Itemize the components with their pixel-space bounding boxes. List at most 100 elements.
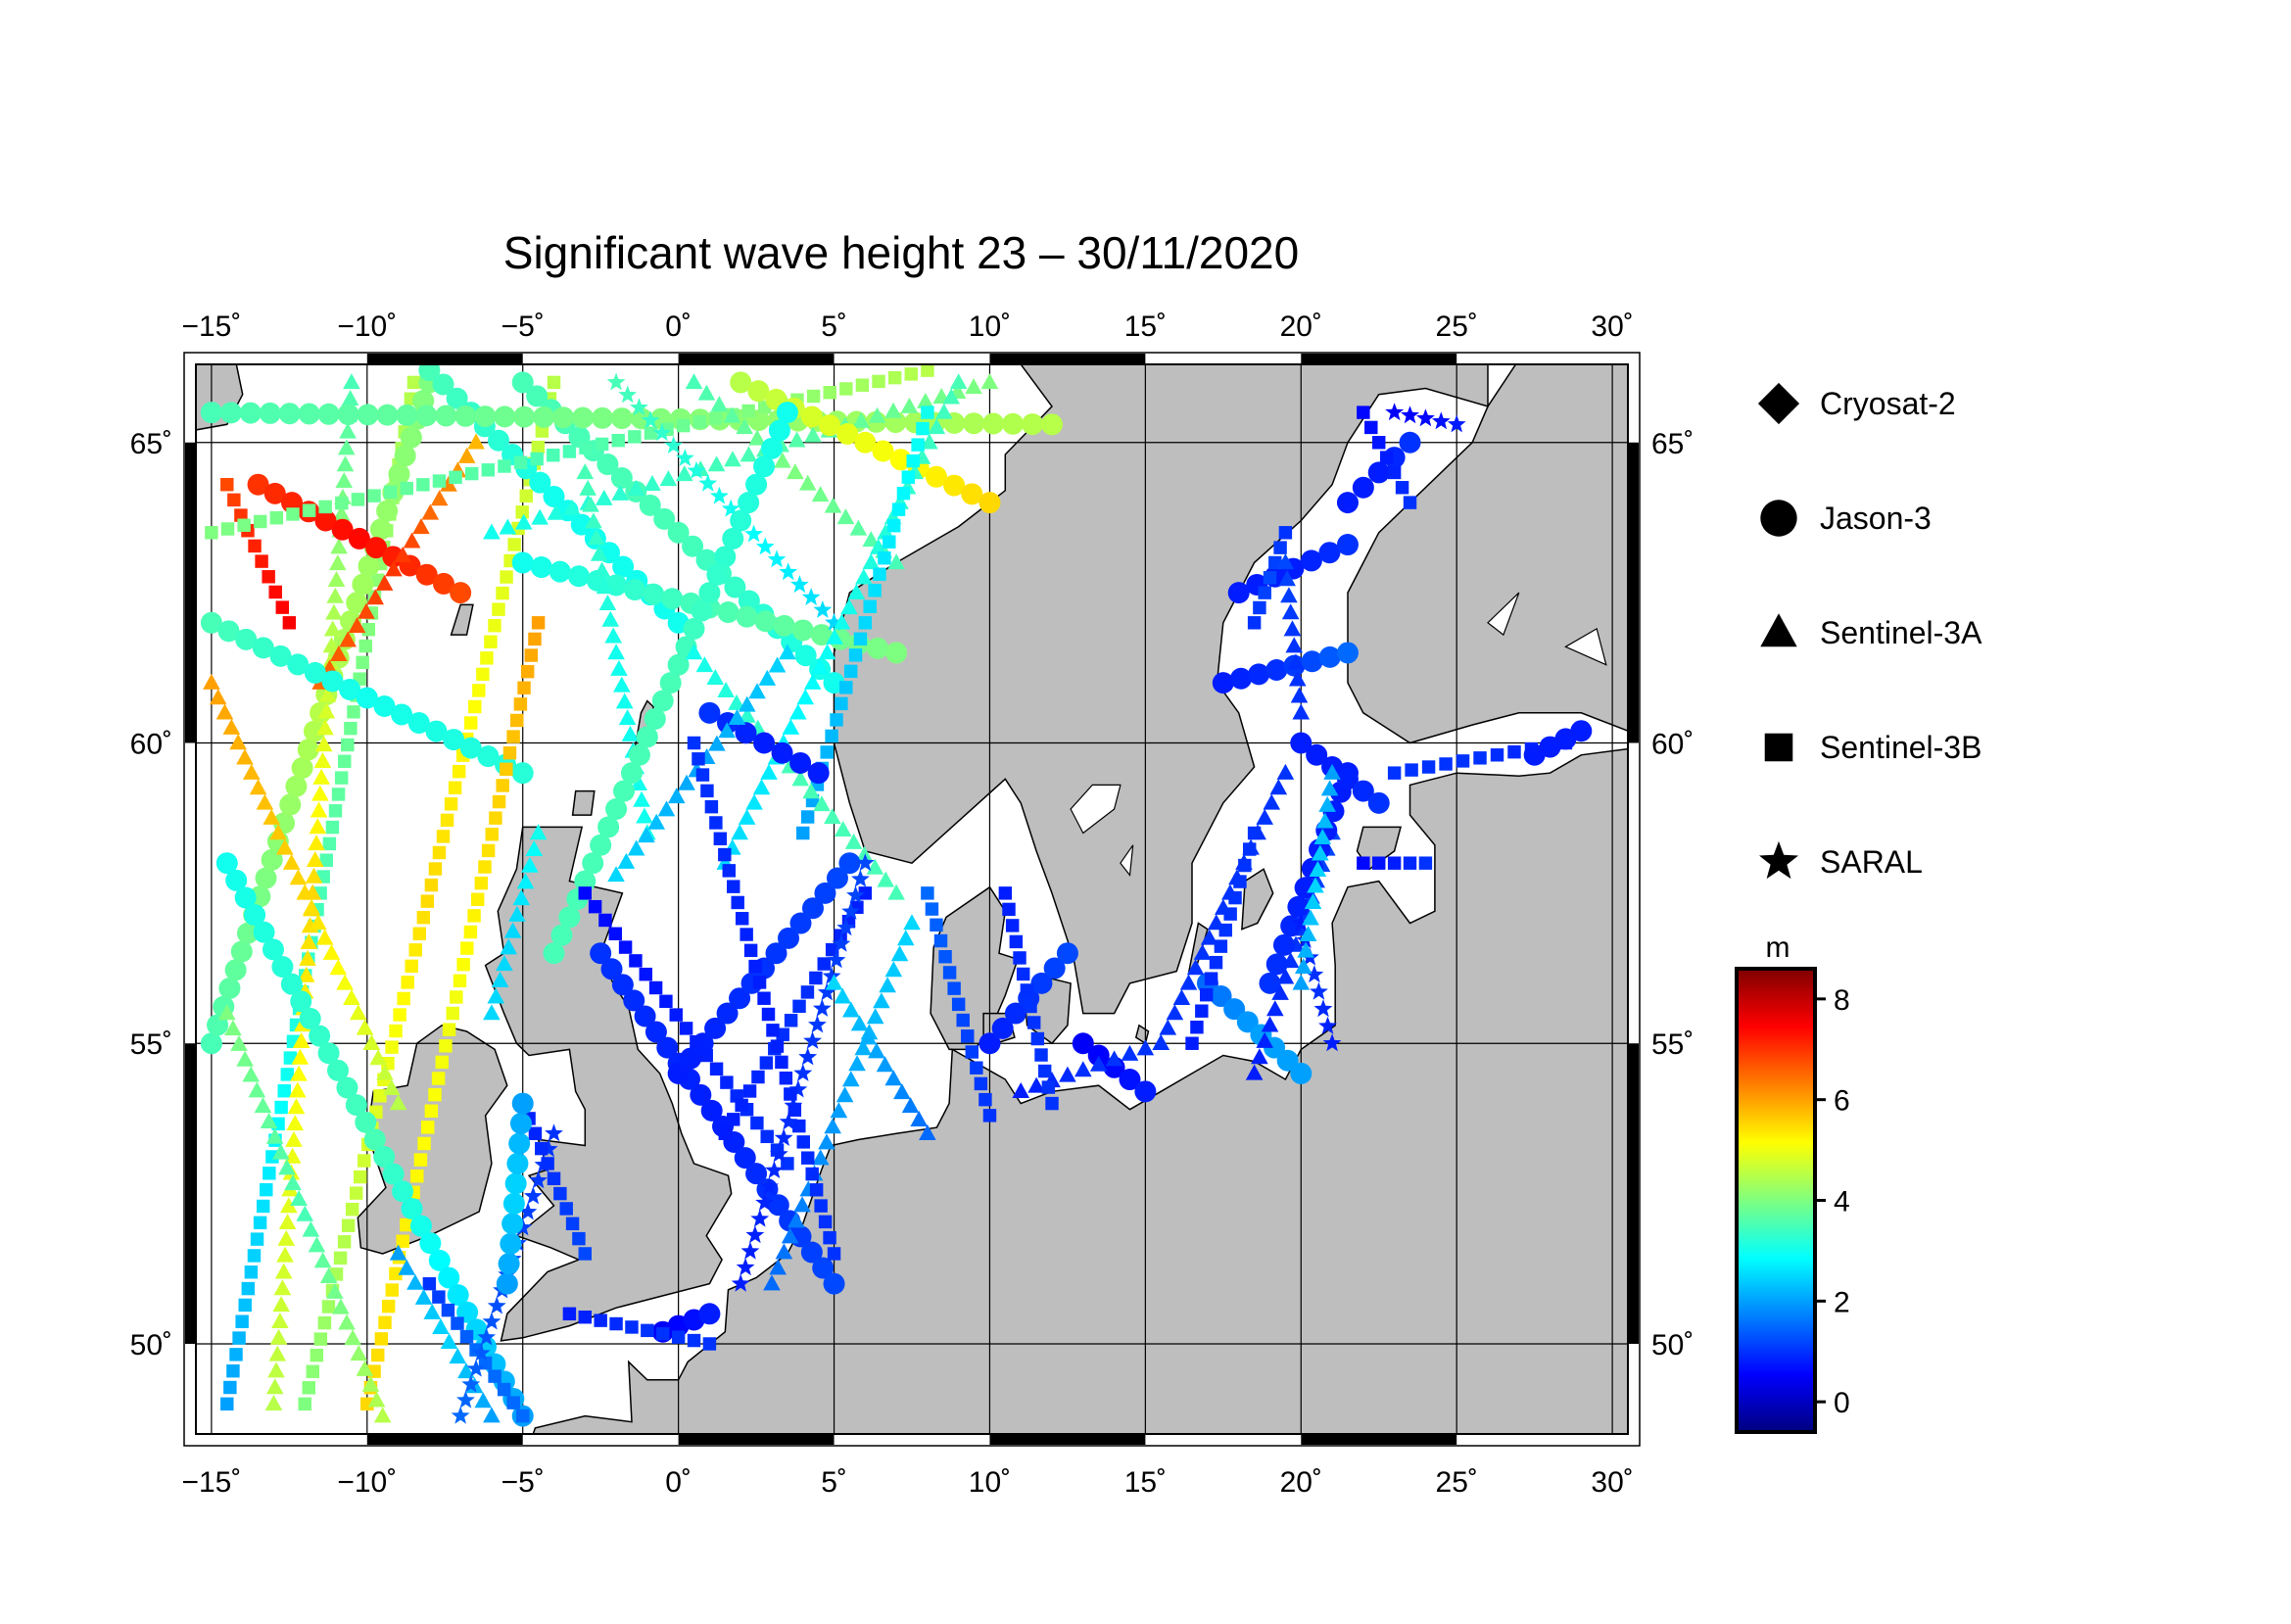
track-point: [773, 614, 795, 637]
colorbar-tick-label: 8: [1834, 984, 1850, 1017]
track-point: [778, 927, 800, 949]
track-point: [974, 1076, 988, 1091]
track-point: [735, 912, 749, 926]
track-point: [513, 406, 536, 428]
track-point: [978, 1092, 992, 1107]
track-point: [809, 971, 823, 985]
track-point: [500, 938, 518, 955]
track-point: [612, 555, 635, 578]
track-jason-3: [1227, 534, 1359, 604]
track-point: [389, 1024, 403, 1038]
track-point: [343, 988, 360, 1005]
track-point: [1245, 1064, 1264, 1080]
track-point: [872, 374, 885, 389]
track-point: [729, 987, 751, 1010]
track-point: [511, 762, 534, 785]
track-jason-3: [698, 701, 830, 785]
track-point: [290, 990, 312, 1013]
track-point: [278, 1159, 296, 1175]
track-point: [468, 699, 482, 714]
track-point: [825, 612, 843, 631]
track-point: [839, 681, 853, 694]
track-point: [230, 1034, 248, 1051]
track-point: [850, 1015, 869, 1031]
land-continent: [532, 747, 1628, 1434]
track-point: [559, 1202, 573, 1216]
track-point: [497, 1382, 511, 1397]
track-point: [1447, 414, 1466, 433]
track-point: [565, 1217, 580, 1231]
track-point: [965, 378, 982, 395]
track-point: [618, 940, 633, 954]
track-point: [452, 764, 466, 779]
track-point: [487, 987, 505, 1004]
track-point: [1043, 957, 1066, 979]
track-point: [730, 371, 752, 394]
track-point: [494, 406, 516, 428]
track-point: [781, 1227, 799, 1244]
track-point: [1322, 1033, 1342, 1052]
track-point: [400, 1218, 413, 1232]
track-point: [224, 959, 247, 981]
track-point: [792, 1119, 806, 1133]
track-point: [1276, 763, 1295, 780]
track-point: [332, 504, 351, 521]
frame-bar: [185, 1043, 196, 1344]
track-point: [454, 405, 477, 427]
track-point: [766, 1024, 780, 1037]
track-point: [1379, 451, 1394, 464]
track-point: [868, 406, 886, 423]
track-point: [401, 1197, 423, 1219]
track-point: [347, 705, 360, 719]
track-point: [412, 927, 426, 940]
track-point: [521, 856, 539, 873]
track-point: [287, 653, 310, 676]
track-point: [928, 418, 946, 435]
track-point: [851, 869, 870, 887]
track-point: [1290, 732, 1313, 754]
track-point: [1087, 1044, 1110, 1067]
track-point: [678, 774, 695, 790]
track-point: [728, 708, 746, 725]
track-point: [358, 639, 372, 653]
track-point: [1159, 1019, 1177, 1035]
track-point: [734, 1147, 756, 1170]
track-point: [745, 793, 763, 810]
track-point: [813, 795, 831, 812]
track-point: [978, 492, 1001, 514]
track-point: [389, 1266, 403, 1281]
track-point: [811, 658, 829, 675]
track-point: [1313, 999, 1333, 1018]
track-point: [687, 1333, 701, 1348]
track-point: [738, 590, 760, 612]
track-point: [767, 1194, 789, 1217]
track-point: [254, 1097, 272, 1114]
track-point: [432, 1290, 446, 1304]
track-point: [683, 617, 705, 640]
track-point: [1387, 766, 1402, 780]
track-point: [367, 489, 381, 502]
track-point: [1013, 951, 1026, 965]
track-point: [707, 455, 726, 472]
track-point: [1387, 465, 1402, 480]
track-point: [1313, 828, 1332, 844]
track-point: [789, 912, 812, 934]
track-point: [611, 433, 625, 448]
lon-tick-label: 25˚: [1436, 310, 1478, 343]
track-point: [722, 864, 736, 878]
track-point: [1292, 703, 1311, 720]
track-point: [378, 1315, 392, 1329]
track-point: [200, 1032, 222, 1055]
track-point: [385, 1283, 400, 1297]
track-point: [432, 845, 447, 860]
track-point: [718, 847, 732, 862]
track-point: [813, 600, 833, 618]
track-point: [1190, 1020, 1204, 1034]
track-point: [779, 644, 796, 660]
track-sentinel-3b: [205, 364, 934, 540]
track-point: [1387, 856, 1402, 870]
track-point: [235, 1314, 249, 1328]
frame-bar: [678, 354, 835, 364]
track-point: [238, 1298, 252, 1313]
track-point: [496, 955, 513, 972]
